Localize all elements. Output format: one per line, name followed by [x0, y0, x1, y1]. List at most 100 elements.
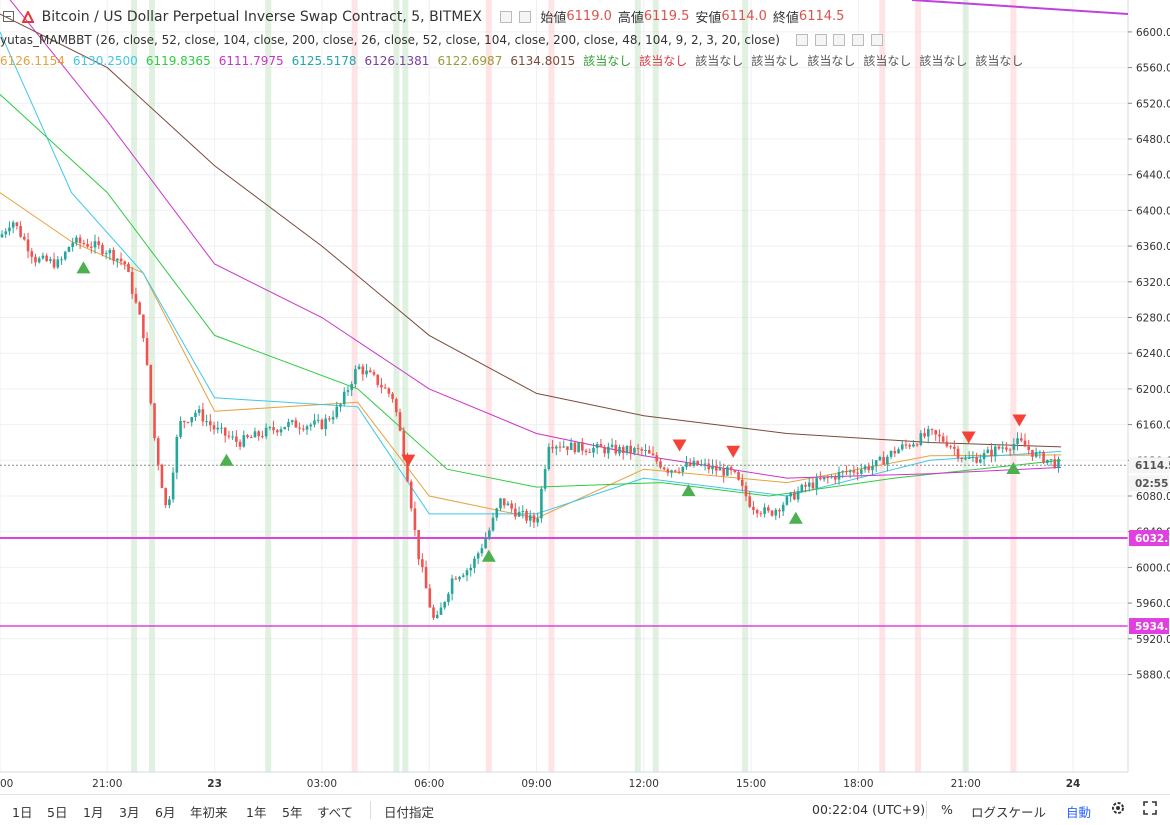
eye-icon[interactable] — [499, 10, 512, 23]
buy-signal-marker — [76, 261, 91, 274]
range-button[interactable]: 5日 — [47, 805, 68, 820]
candle-body — [357, 366, 361, 370]
close-icon[interactable] — [871, 33, 884, 46]
fullscreen-icon[interactable] — [1142, 800, 1158, 816]
candle-body — [993, 446, 997, 457]
range-button[interactable]: 3月 — [119, 805, 140, 820]
trend-line-segment[interactable] — [911, 0, 1129, 15]
price-tick-label: 5880.0 — [1136, 670, 1170, 682]
time-tick-label: 15:00 — [736, 778, 766, 790]
log-scale-toggle[interactable]: ログスケール — [971, 805, 1047, 820]
price-chart[interactable]: 6680.06640.06600.06560.06520.06480.06440… — [0, 0, 1170, 794]
source-icon[interactable] — [833, 33, 846, 46]
candle-body — [554, 446, 558, 449]
candle-body — [372, 372, 376, 375]
candle-body — [789, 492, 792, 497]
candle-body — [599, 443, 603, 448]
candle-body — [116, 258, 119, 261]
add-icon[interactable] — [852, 33, 865, 46]
candle-body — [785, 496, 789, 505]
candle-body — [517, 511, 521, 517]
trend-line[interactable] — [911, 0, 1129, 15]
time-tick-label: 03:00 — [307, 778, 337, 790]
candle-body — [365, 370, 368, 375]
candle-body — [752, 506, 755, 511]
candle-body — [480, 548, 484, 554]
candle-body — [283, 426, 287, 430]
time-axis[interactable]: 00 21:00 23 03:00 06:00 09:00 12:00 15:00 18:00 2… — [0, 771, 1128, 790]
symbol-title: Bitcoin / US Dollar Perpetual Inverse Sw… — [41, 8, 482, 25]
indicator-value: 6122.6987 — [437, 53, 503, 68]
candle-body — [145, 338, 149, 365]
candle-body — [525, 510, 528, 521]
candle-body — [677, 471, 681, 473]
goto-date-button[interactable]: 日付指定 — [384, 805, 435, 820]
percent-toggle[interactable]: % — [941, 802, 953, 817]
time-tick-label: 23 — [207, 778, 222, 790]
range-button[interactable]: 6月 — [155, 805, 176, 820]
candle-body — [1046, 459, 1049, 463]
signal-band — [131, 0, 138, 772]
candle-body — [417, 530, 420, 560]
candle-body — [19, 225, 22, 237]
settings-icon[interactable] — [814, 33, 827, 46]
candle-body — [52, 259, 56, 268]
candle-body — [982, 453, 986, 460]
candle-body — [990, 449, 993, 457]
range-button[interactable]: 1月 — [83, 805, 104, 820]
candle-body — [837, 472, 841, 480]
candle-body — [1008, 449, 1012, 451]
auto-scale-toggle[interactable]: 自動 — [1066, 805, 1092, 820]
buy-signal-marker — [1006, 461, 1021, 474]
signal-band — [548, 0, 555, 772]
candle-body — [142, 314, 145, 339]
range-button[interactable]: 5年 — [282, 805, 303, 820]
range-button[interactable]: 年初来 — [190, 805, 228, 820]
price-tick-label: 6360.0 — [1136, 241, 1170, 253]
indicator-value: 該当なし — [751, 54, 800, 68]
candle-body — [510, 503, 513, 509]
candle-body — [692, 460, 696, 466]
collapse-legend-button[interactable] — [3, 11, 14, 22]
clock-display: 00:22:04 (UTC+9) — [812, 802, 926, 817]
candle-body — [618, 446, 621, 454]
range-button[interactable]: すべて — [317, 805, 354, 820]
price-tick-label: 6320.0 — [1136, 277, 1170, 289]
eye-icon[interactable] — [795, 33, 808, 46]
gear-icon[interactable] — [1110, 800, 1126, 816]
range-button[interactable]: 1日 — [12, 805, 33, 820]
settings-icon[interactable] — [518, 10, 531, 23]
buy-signal-marker — [681, 484, 696, 497]
candle-body — [63, 251, 67, 260]
candle-body — [119, 258, 123, 262]
signal-band — [1010, 0, 1017, 772]
candle-body — [41, 255, 45, 259]
symbol-legend: Bitcoin / US Dollar Perpetual Inverse Sw… — [0, 7, 844, 31]
candle-body — [811, 482, 815, 489]
moving-average-line — [0, 13, 1062, 448]
range-button[interactable]: 1年 — [246, 805, 267, 820]
candle-body — [636, 448, 640, 450]
candle-body — [376, 374, 380, 385]
indicator-value: 6126.1154 — [0, 53, 65, 68]
candle-body — [904, 444, 908, 446]
candle-body — [841, 471, 845, 473]
candle-body — [930, 429, 934, 431]
candle-body — [130, 272, 134, 294]
candle-body — [833, 476, 837, 480]
indicator-values: 6126.1154 6130.2500 6119.8365 6111.7975 6125… — [0, 52, 1031, 70]
indicator-legend: yutas_MAMBBT (26, close, 52, close, 104,… — [0, 32, 884, 50]
candle-body — [893, 450, 897, 454]
candle-body — [331, 417, 335, 420]
candle-body — [8, 227, 11, 232]
candle-body — [543, 469, 547, 489]
price-axis[interactable]: 6680.06640.06600.06560.06520.06480.06440… — [1127, 0, 1170, 772]
ohlc-value: 6114.0 — [721, 9, 767, 24]
candle-body — [588, 452, 592, 454]
candle-body — [342, 391, 346, 405]
candle-body — [845, 471, 848, 473]
candle-body — [900, 444, 904, 450]
candle-body — [387, 388, 391, 394]
candle-body — [670, 470, 673, 473]
candle-body — [495, 508, 499, 518]
